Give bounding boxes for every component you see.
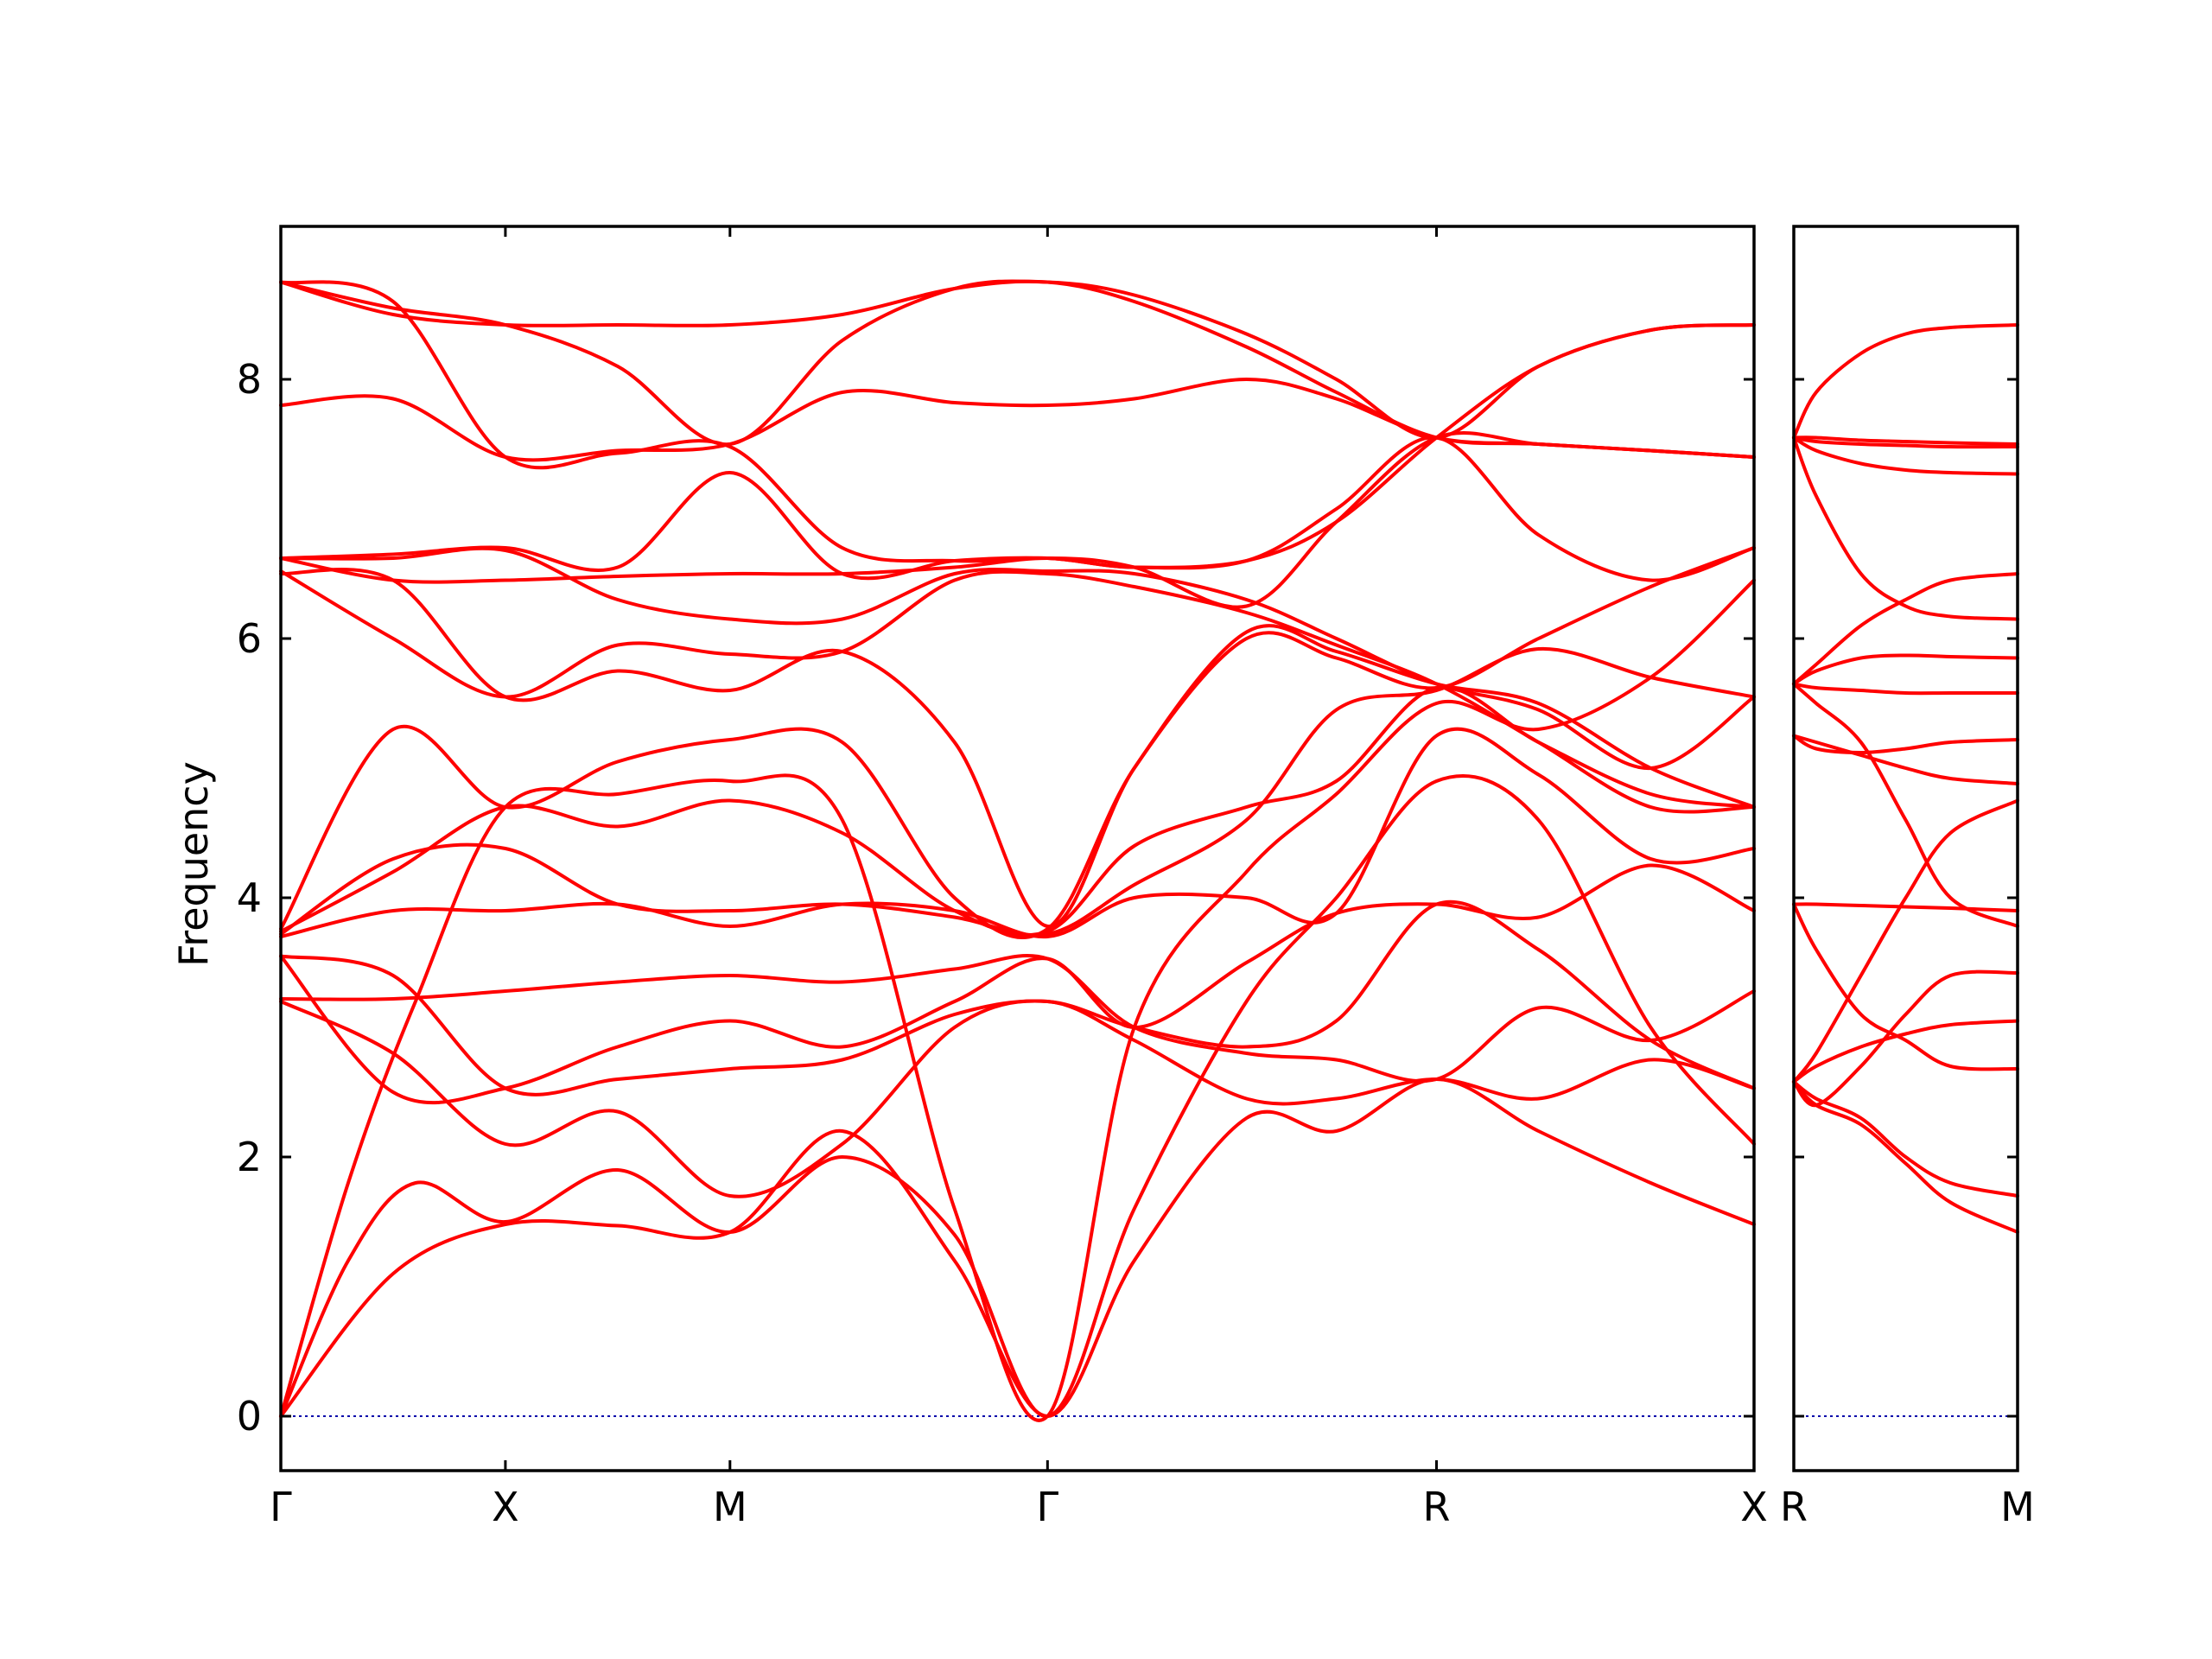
band-left-15 xyxy=(279,430,1756,609)
x-tick-label-left-1: X xyxy=(492,1484,519,1530)
band-left-17 xyxy=(279,378,1756,462)
band-right-9 xyxy=(1792,734,2019,785)
band-left-2 xyxy=(279,774,1756,1418)
band-left-3 xyxy=(279,578,1756,1422)
band-left-20 xyxy=(279,279,1756,447)
band-left-13 xyxy=(279,569,1756,814)
band-right-14 xyxy=(1792,435,2019,621)
band-right-13 xyxy=(1792,572,2019,686)
band-left-4 xyxy=(279,999,1756,1198)
x-tick-label-left-4: R xyxy=(1423,1484,1451,1530)
x-tick-label-right-1: M xyxy=(2000,1484,2035,1530)
y-tick-label-4: 8 xyxy=(237,356,262,403)
band-right-7 xyxy=(1792,798,2019,1084)
band-left-5 xyxy=(279,954,1756,1084)
band-right-16 xyxy=(1792,435,2019,449)
x-tick-label-left-2: M xyxy=(713,1484,747,1530)
y-tick-label-0: 0 xyxy=(237,1393,262,1440)
band-right-4 xyxy=(1792,969,2019,1108)
band-right-11 xyxy=(1792,682,2019,696)
band-right-5 xyxy=(1792,902,2019,1071)
plot-frame-left xyxy=(279,225,1756,1472)
band-right-17 xyxy=(1792,435,2019,446)
band-left-6 xyxy=(279,899,1756,1096)
y-tick-label-3: 6 xyxy=(237,615,262,662)
band-left-7 xyxy=(279,863,1756,1105)
band-right-15 xyxy=(1792,435,2019,476)
x-tick-label-left-3: Γ xyxy=(1037,1484,1059,1530)
x-tick-label-left-0: Γ xyxy=(270,1484,292,1530)
y-tick-label-1: 2 xyxy=(237,1134,262,1180)
band-right-6 xyxy=(1792,902,2019,912)
band-left-12 xyxy=(279,567,1756,929)
band-left-8 xyxy=(279,727,1756,939)
band-right-12 xyxy=(1792,653,2019,686)
band-right-2 xyxy=(1792,1080,2019,1198)
band-left-9 xyxy=(279,646,1756,938)
band-right-10 xyxy=(1792,734,2019,754)
band-left-14 xyxy=(279,546,1756,771)
x-tick-label-right-0: R xyxy=(1780,1484,1808,1530)
y-tick-label-2: 4 xyxy=(237,874,262,921)
y-axis-title: Frequency xyxy=(170,761,217,967)
band-left-11 xyxy=(279,546,1756,939)
band-left-1 xyxy=(279,1077,1756,1418)
bands-layer xyxy=(279,279,2019,1422)
x-tick-label-left-5: X xyxy=(1740,1484,1768,1530)
plot-frame-right xyxy=(1792,225,2019,1472)
band-left-18 xyxy=(279,280,1756,569)
band-right-3 xyxy=(1792,1019,2019,1084)
band-right-8 xyxy=(1792,682,2019,928)
band-right-18 xyxy=(1792,323,2019,440)
